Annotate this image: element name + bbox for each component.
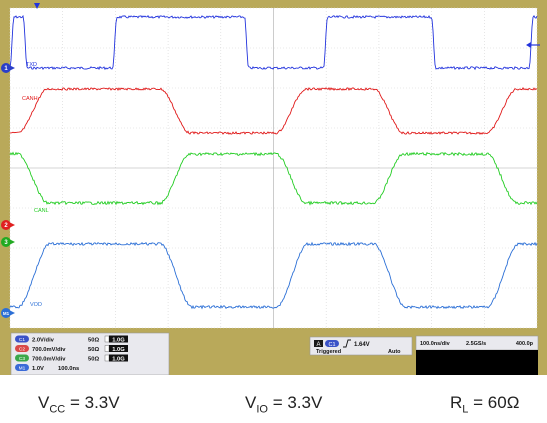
channel-marker-label: M1 [3,311,10,316]
timebase-scale: 100.0ns/div [420,341,451,347]
test-conditions: VCC = 3.3V VIO = 3.3V RL = 60Ω [0,375,547,423]
channel-impedance: 50Ω [88,357,99,363]
bandwidth-value: 1.0G [112,356,125,362]
oscilloscope-screen: 1 2 3 M1 TXD CANH CANL VOD C1 2.0V/div 50Ω 1.0G C2… [1,3,540,375]
trace-vod [9,241,538,310]
bandwidth-badge [109,335,128,343]
channel-marker-1[interactable] [1,63,11,73]
trace-txd [9,14,538,71]
trigger-mode: Auto [388,349,401,355]
channel-marker-3[interactable] [1,237,11,247]
trace-label-canh: CANH [22,96,38,102]
channel-impedance: 50Ω [88,338,99,344]
bandwidth-limit-icon [104,345,110,352]
trigger-a-badge [314,340,323,347]
marker-arrow-icon [10,239,15,245]
channel-marker-label: 3 [4,240,8,246]
vcc-condition: VCC = 3.3V [38,393,120,416]
sample-rate: 2.5GS/s [466,341,486,347]
record-window: 400.0p [516,341,534,347]
marker-arrow-icon [10,310,15,316]
trace-canl [9,151,538,206]
channel-badge[interactable] [15,354,29,362]
trigger-level: 1.64V [354,342,370,348]
waveform-traces [9,14,538,310]
channel-impedance: 50Ω [88,347,99,353]
marker-arrow-icon [10,65,15,71]
trace-canh [10,87,538,135]
channel-badge[interactable] [15,345,29,352]
rising-edge-icon [343,339,351,348]
channel-badge-label: M1 [19,366,26,372]
bandwidth-limit-icon [104,335,110,343]
channel-badge-label: C3 [19,356,25,362]
rl-condition: RL = 60Ω [450,393,520,416]
marker-arrow-icon [10,222,15,228]
channel-badge-label: C1 [19,337,25,343]
trigger-panel: A C1 1.64V Triggered Auto [309,336,413,356]
trigger-source-label: C1 [328,342,335,348]
channel-badge-label: C2 [19,347,25,353]
vio-condition: VIO = 3.3V [245,393,323,416]
trigger-source-badge [325,340,339,347]
bandwidth-badge [109,354,128,362]
channel-impedance: 100.0ns [58,366,79,372]
bandwidth-limit-icon [104,354,110,362]
channel-marker-2[interactable] [1,220,11,230]
trigger-a-label: A [316,342,320,348]
bandwidth-value: 1.0G [112,337,125,343]
bandwidth-value: 1.0G [112,347,125,353]
channel-marker-m1[interactable] [1,308,11,318]
channel-info-panel: C1 2.0V/div 50Ω 1.0G C2 700.0mV/div 50Ω 1.0G C3 7… [10,332,170,375]
channel-scale: 2.0V/div [32,338,55,344]
trace-label-canl: CANL [34,208,49,214]
trigger-level-marker [526,42,540,48]
channel-badge[interactable] [15,364,29,371]
trigger-state: Triggered [316,349,341,355]
trace-label-txd: TXD [26,62,37,68]
channel-scale: 700.0mV/div [32,347,66,353]
trace-label-vod: VOD [30,302,42,308]
trigger-position-marker [34,3,40,9]
trace-labels: TXD CANH CANL VOD [22,62,49,308]
channel-markers: 1 2 3 M1 [1,63,15,318]
black-status-panel [416,350,538,375]
channel-marker-label: 1 [4,66,8,72]
channel-badge[interactable] [15,335,29,343]
graticule [9,7,538,329]
bandwidth-badge [109,345,128,352]
channel-scale: 1.0V [32,366,44,372]
timebase-panel: 100.0ns/div 2.5GS/s 400.0p [415,335,539,375]
channel-scale: 700.0mV/div [32,357,66,363]
channel-marker-label: 2 [4,223,8,229]
